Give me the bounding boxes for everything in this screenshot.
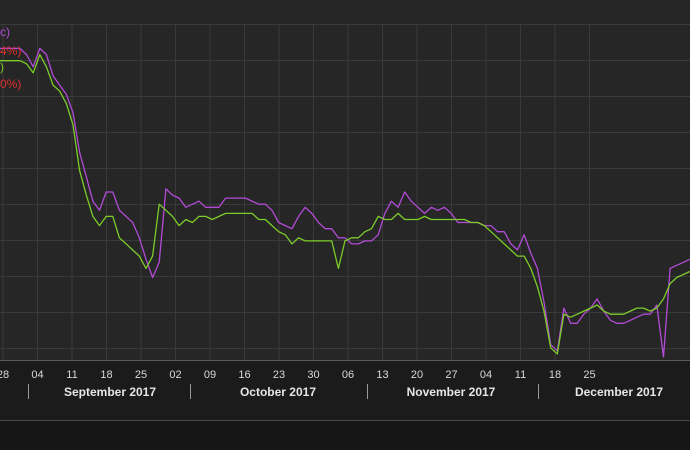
x-tick-label: 11 <box>515 369 526 381</box>
x-tick-label: 11 <box>66 369 77 381</box>
x-tick-label: 16 <box>238 369 250 381</box>
x-tick-label: 28 <box>0 369 9 381</box>
x-tick-label: 25 <box>583 369 595 381</box>
legend-entry: ) <box>0 60 4 74</box>
x-tick-label: 18 <box>100 369 112 381</box>
series-line-green <box>0 53 690 355</box>
x-tick-label: 04 <box>31 369 43 381</box>
x-tick-label: 18 <box>549 369 561 381</box>
x-tick-label: 02 <box>169 369 181 381</box>
month-label: September 2017 <box>64 385 156 399</box>
footer-bar <box>0 420 690 450</box>
x-axis-months: September 2017 October 2017 November 2017 D… <box>28 384 663 399</box>
series-line-purple <box>0 47 690 358</box>
month-label: December 2017 <box>575 385 663 399</box>
x-tick-label: 23 <box>273 369 285 381</box>
x-tick-label: 30 <box>307 369 319 381</box>
month-label: November 2017 <box>407 385 496 399</box>
x-tick-label: 13 <box>376 369 388 381</box>
x-axis-ticks: 28 04 11 18 25 02 09 16 23 30 06 13 20 27 04 11 18 25 <box>0 369 596 381</box>
x-tick-label: 27 <box>445 369 457 381</box>
x-tick-label: 04 <box>480 369 492 381</box>
legend-entry: 0%) <box>0 77 21 91</box>
x-tick-label: 06 <box>342 369 354 381</box>
legend-entry: c) <box>0 25 10 39</box>
x-tick-label: 20 <box>411 369 423 381</box>
month-label: October 2017 <box>240 385 316 399</box>
plot-background <box>0 0 690 360</box>
series-lines <box>0 47 690 358</box>
legend-entry: 4%) <box>0 44 21 58</box>
axis-band <box>0 360 690 404</box>
legend: c) 4%)) 0%) <box>0 25 21 91</box>
x-tick-label: 09 <box>204 369 216 381</box>
x-tick-label: 25 <box>135 369 147 381</box>
